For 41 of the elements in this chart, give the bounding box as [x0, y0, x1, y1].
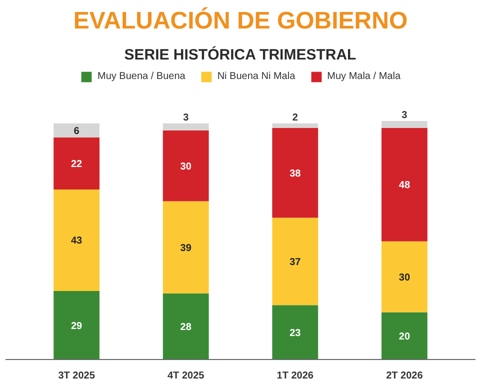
x-tick-label: 3T 2025: [58, 370, 96, 382]
bar: [382, 312, 428, 360]
data-label: 23: [290, 328, 302, 339]
bar: [272, 305, 318, 360]
legend-label: Ni Buena Ni Mala: [217, 71, 296, 82]
bar: [382, 120, 428, 128]
data-label: 3: [183, 112, 190, 124]
legend-label: Muy Buena / Buena: [97, 71, 186, 82]
legend-label: Muy Mala / Mala: [327, 71, 401, 82]
bar: [382, 128, 428, 242]
bar: [54, 189, 100, 292]
chart-subtitle: SERIE HISTÓRICA TRIMESTRAL: [124, 46, 356, 64]
bar: [272, 218, 318, 306]
x-tick-label: 2T 2026: [386, 370, 424, 382]
data-label: 20: [398, 331, 410, 342]
chart-title: EVALUACIÓN DE GOBIERNO: [73, 6, 408, 34]
data-label: 38: [290, 168, 302, 180]
bar: [162, 293, 209, 360]
data-label: 37: [290, 256, 302, 268]
bar: [272, 128, 318, 218]
data-label: 48: [398, 180, 410, 192]
bar: [272, 123, 318, 128]
bar: [54, 123, 100, 138]
data-label: 28: [180, 322, 192, 333]
data-label: 29: [70, 320, 83, 332]
data-label: 2: [292, 112, 298, 124]
x-tick-label: 1T 2026: [276, 370, 314, 382]
data-label: 3: [402, 110, 408, 122]
x-tick-label: 4T 2025: [168, 370, 205, 382]
data-label: 30: [180, 161, 192, 172]
bar: [54, 291, 100, 360]
data-label: 43: [70, 236, 83, 247]
data-label: 6: [74, 126, 80, 137]
data-label: 39: [180, 242, 192, 254]
bar: [54, 138, 100, 190]
bar: [162, 201, 209, 294]
data-label: 22: [70, 158, 83, 170]
bar: [382, 241, 428, 312]
bar: [162, 123, 209, 130]
bar: [162, 130, 209, 202]
data-label: 30: [398, 272, 410, 284]
